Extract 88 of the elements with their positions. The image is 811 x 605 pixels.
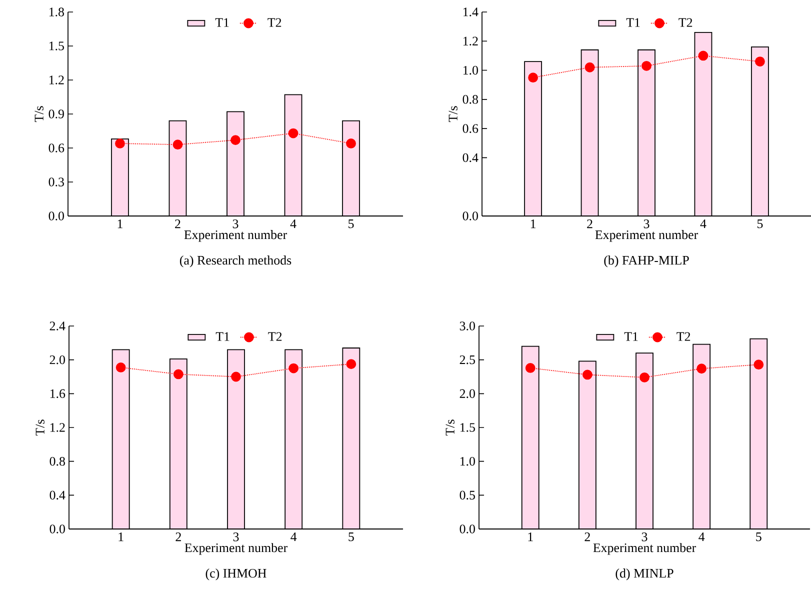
x-tick-label: 5	[757, 220, 763, 228]
legend-label: T1	[215, 18, 229, 27]
y-tick-label: 1.2	[50, 423, 65, 432]
x-axis-title: Experiment number	[595, 230, 698, 242]
x-tick-label: 3	[642, 532, 648, 542]
y-tick-label: 0.4	[50, 490, 66, 500]
point	[582, 370, 592, 380]
point	[528, 72, 538, 83]
point	[698, 50, 708, 61]
x-tick-label: 2	[176, 532, 181, 542]
legend-label: T2	[678, 18, 692, 27]
text: (b) FAHP-MILP	[604, 256, 689, 268]
y-tick-label: 2.0	[460, 389, 475, 398]
x-tick-label: 4	[700, 220, 706, 228]
x-tick-label: 4	[290, 532, 297, 542]
x-tick-label: 1	[118, 220, 122, 228]
x-tick-label: 4	[698, 532, 705, 542]
x-axis-title: Experiment number	[184, 230, 288, 242]
legend-label: T2	[268, 18, 282, 27]
point	[230, 135, 240, 146]
y-tick-label: 0.0	[462, 212, 478, 220]
point	[642, 60, 652, 71]
legend-label: T1	[624, 332, 638, 341]
y-tick-label: 0.4	[462, 153, 478, 162]
legend-label: T2	[268, 332, 282, 341]
y-tick-label: 2.5	[460, 355, 475, 364]
point	[525, 363, 536, 373]
text: (d) MINLP	[616, 568, 674, 580]
x-tick-label: 1	[528, 532, 533, 542]
legend-label: T1	[626, 18, 640, 27]
x-tick-label: 3	[232, 220, 238, 228]
y-tick-label: 1.8	[49, 8, 64, 16]
y-axis-title: T/s	[36, 420, 44, 436]
y-tick-label: 1.5	[49, 42, 64, 50]
y-tick-label: 0.0	[50, 524, 65, 534]
y-tick-label: 0.0	[460, 524, 475, 534]
y-tick-label: 0.5	[460, 490, 475, 500]
point	[346, 359, 356, 370]
point	[231, 372, 241, 382]
text: (a) Research methods	[180, 256, 292, 268]
y-tick-label: 0.6	[462, 124, 478, 133]
x-tick-label: 5	[348, 220, 354, 228]
legend-label: T2	[676, 332, 690, 341]
y-axis-title: T/s	[446, 420, 454, 436]
y-tick-label: 1.2	[463, 36, 478, 46]
y-tick-label: 0.8	[50, 456, 65, 466]
point	[116, 362, 126, 372]
y-axis-title: T/s	[34, 106, 44, 122]
y-axis-title: T/s	[448, 106, 458, 122]
y-tick-label: 2.4	[50, 322, 66, 330]
y-tick-label: 1.5	[460, 423, 475, 432]
point	[640, 372, 650, 382]
x-tick-label: 3	[233, 532, 239, 542]
x-tick-label: 1	[530, 220, 536, 228]
y-tick-label: 1.0	[460, 456, 475, 466]
y-tick-label: 0.9	[48, 110, 64, 118]
x-tick-label: 2	[175, 220, 180, 228]
text: (c) IHMOH	[206, 568, 266, 580]
y-tick-label: 1.0	[463, 66, 478, 75]
point	[115, 138, 125, 148]
x-tick-label: 2	[584, 532, 590, 542]
y-tick-label: 0.6	[48, 144, 64, 152]
x-tick-label: 2	[587, 220, 592, 228]
x-axis-title: Experiment number	[184, 543, 288, 555]
point	[288, 128, 298, 138]
point	[755, 56, 765, 66]
y-tick-label: 0.3	[48, 178, 64, 186]
point	[754, 360, 764, 370]
x-tick-label: 3	[644, 220, 650, 228]
y-tick-label: 2.0	[50, 355, 65, 364]
point	[584, 62, 595, 72]
point	[346, 138, 356, 148]
y-tick-label: 0.8	[462, 95, 478, 104]
y-tick-label: 3.0	[460, 322, 475, 330]
y-tick-label: 1.6	[50, 389, 66, 398]
point	[172, 140, 183, 150]
x-axis-title: Experiment number	[593, 543, 696, 555]
y-tick-label: 1.2	[49, 76, 64, 84]
y-tick-label: 0.0	[48, 212, 64, 220]
x-tick-label: 1	[118, 532, 124, 542]
point	[696, 364, 707, 374]
point	[173, 369, 184, 380]
legend-label: T1	[216, 332, 230, 341]
x-tick-label: 4	[290, 220, 296, 228]
y-tick-label: 1.4	[463, 8, 478, 16]
point	[288, 363, 299, 374]
x-tick-label: 5	[756, 532, 762, 542]
x-tick-label: 5	[348, 532, 354, 542]
